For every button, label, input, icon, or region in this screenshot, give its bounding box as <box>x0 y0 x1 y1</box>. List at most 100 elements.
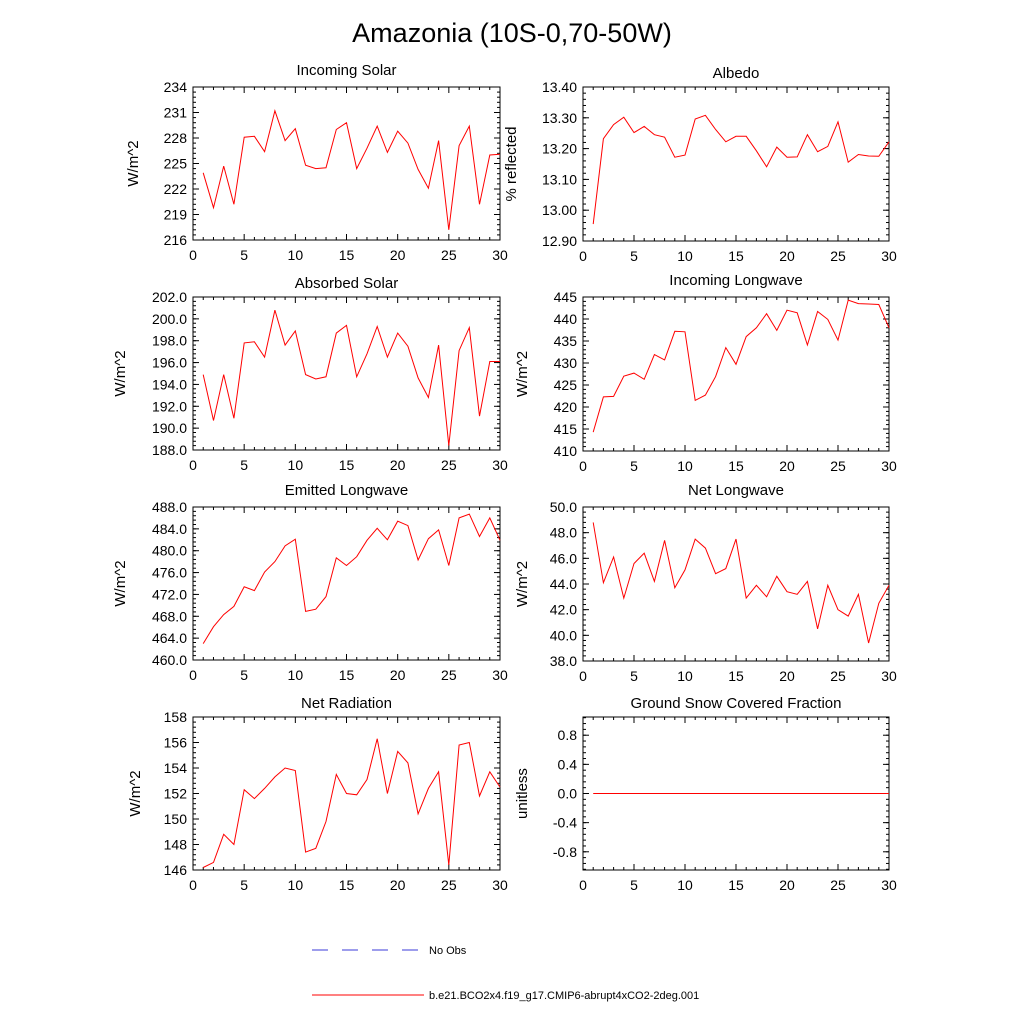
y-tick-label: 484.0 <box>152 521 187 537</box>
y-tick-label: 464.0 <box>152 630 187 646</box>
x-tick-label: 25 <box>830 877 846 893</box>
series-line <box>592 114 890 225</box>
y-tick-label: 430 <box>554 355 578 371</box>
y-tick-label: 0.0 <box>558 786 578 802</box>
x-tick-label: 30 <box>881 458 897 474</box>
x-tick-label: 20 <box>779 458 795 474</box>
x-tick-label: 25 <box>830 668 846 684</box>
panel-net-radiation: Net Radiation W/m^2 0 5 10 15 20 25 30 146 148 150 1… <box>127 695 508 893</box>
y-axis-label: unitless <box>514 768 531 819</box>
plot-frame <box>192 506 501 661</box>
legend-model-label: b.e21.BCO2x4.f19_g17.CMIP6-abrupt4xCO2-2… <box>429 990 699 1002</box>
y-axis-label: W/m^2 <box>514 561 531 607</box>
x-tick-label: 20 <box>779 248 795 264</box>
y-axis-label: W/m^2 <box>112 350 129 396</box>
y-tick-label: 38.0 <box>550 653 577 669</box>
y-tick-label: 425 <box>554 377 578 393</box>
y-tick-label: -0.4 <box>553 815 577 831</box>
y-tick-label: -0.8 <box>553 844 577 860</box>
panel-title: Albedo <box>713 65 760 82</box>
y-tick-label: 202.0 <box>152 289 187 305</box>
series-line <box>202 309 500 446</box>
x-tick-label: 25 <box>830 248 846 264</box>
y-tick-label: 472.0 <box>152 586 187 602</box>
y-tick-label: 13.40 <box>542 79 577 95</box>
y-tick-label: 156 <box>164 735 188 751</box>
plot-frame <box>192 296 501 451</box>
y-tick-label: 0.4 <box>558 756 578 772</box>
x-tick-label: 5 <box>630 248 638 264</box>
x-tick-label: 20 <box>779 877 795 893</box>
x-tick-label: 30 <box>492 877 508 893</box>
y-tick-label: 44.0 <box>550 576 577 592</box>
x-tick-label: 20 <box>390 457 406 473</box>
y-tick-label: 13.20 <box>542 141 577 157</box>
y-tick-label: 190.0 <box>152 420 187 436</box>
x-tick-label: 30 <box>492 247 508 263</box>
series-line <box>202 513 501 644</box>
plot-frame <box>582 506 890 662</box>
x-tick-label: 15 <box>728 668 744 684</box>
x-tick-label: 10 <box>288 247 304 263</box>
x-tick-label: 30 <box>492 667 508 683</box>
y-tick-label: 150 <box>164 811 188 827</box>
y-tick-label: 200.0 <box>152 311 187 327</box>
x-tick-label: 25 <box>441 877 457 893</box>
y-tick-label: 42.0 <box>550 602 577 618</box>
x-tick-label: 10 <box>677 668 693 684</box>
panel-title: Absorbed Solar <box>295 275 398 292</box>
y-tick-label: 192.0 <box>152 398 187 414</box>
panel-incoming-longwave: Incoming Longwave W/m^2 0 5 10 15 20 25 30 410 415… <box>514 272 897 474</box>
y-tick-label: 228 <box>164 130 188 146</box>
panel-title: Net Longwave <box>688 482 784 499</box>
x-tick-label: 0 <box>579 877 587 893</box>
y-tick-label: 476.0 <box>152 565 187 581</box>
y-tick-label: 13.00 <box>542 202 577 218</box>
x-tick-label: 5 <box>240 667 248 683</box>
x-tick-label: 15 <box>728 877 744 893</box>
x-tick-label: 25 <box>830 458 846 474</box>
panel-absorbed-solar: Absorbed Solar W/m^2 0 5 10 15 20 25 30 188.0 190.… <box>112 275 508 473</box>
y-tick-label: 480.0 <box>152 543 187 559</box>
y-tick-label: 415 <box>554 421 578 437</box>
y-tick-label: 488.0 <box>152 499 187 515</box>
x-tick-label: 5 <box>630 668 638 684</box>
y-tick-label: 154 <box>164 760 188 776</box>
legend: No Obs b.e21.BCO2x4.f19_g17.CMIP6-abrupt… <box>312 945 699 1002</box>
series-line <box>202 109 501 230</box>
x-tick-label: 25 <box>441 457 457 473</box>
y-tick-label: 460.0 <box>152 652 187 668</box>
x-tick-label: 10 <box>677 248 693 264</box>
x-tick-label: 0 <box>579 668 587 684</box>
y-tick-label: 234 <box>164 79 188 95</box>
y-tick-label: 445 <box>554 289 578 305</box>
x-tick-label: 20 <box>390 877 406 893</box>
x-tick-label: 5 <box>240 457 248 473</box>
x-tick-label: 5 <box>240 247 248 263</box>
x-tick-label: 25 <box>441 667 457 683</box>
y-axis-label: W/m^2 <box>125 140 142 186</box>
y-tick-label: 231 <box>164 105 188 121</box>
series-line <box>592 299 890 433</box>
x-tick-label: 0 <box>189 667 197 683</box>
y-tick-label: 219 <box>164 207 188 223</box>
y-tick-label: 152 <box>164 786 188 802</box>
y-tick-label: 440 <box>554 311 578 327</box>
y-tick-label: 420 <box>554 399 578 415</box>
y-tick-label: 12.90 <box>542 233 577 249</box>
x-tick-label: 0 <box>189 247 197 263</box>
plot-frame <box>192 86 501 241</box>
y-tick-label: 148 <box>164 837 188 853</box>
x-tick-label: 30 <box>881 877 897 893</box>
series-line <box>202 738 501 868</box>
figure-title: Amazonia (10S-0,70-50W) <box>352 18 672 48</box>
x-tick-label: 10 <box>288 457 304 473</box>
x-tick-label: 20 <box>390 667 406 683</box>
x-tick-label: 15 <box>339 667 355 683</box>
x-tick-label: 30 <box>492 457 508 473</box>
y-tick-label: 0.8 <box>558 727 578 743</box>
panel-title: Emitted Longwave <box>285 482 408 499</box>
x-tick-label: 0 <box>189 457 197 473</box>
panel-incoming-solar: Incoming Solar W/m^2 0 5 10 15 20 25 30 216 219 222… <box>125 62 508 263</box>
